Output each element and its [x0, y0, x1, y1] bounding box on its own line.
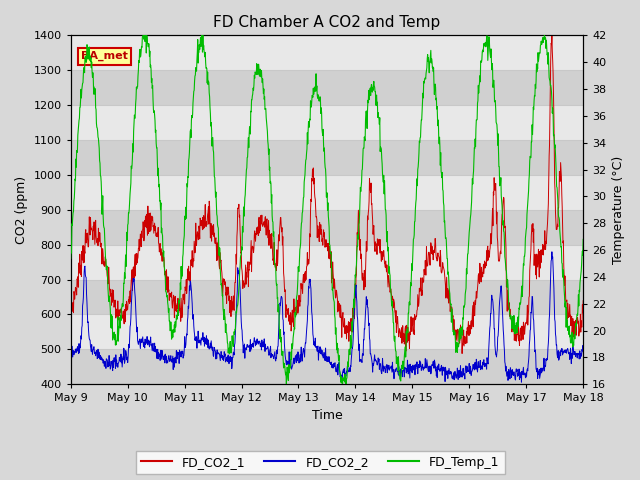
- Bar: [70, 140, 583, 175]
- Bar: [70, 70, 583, 105]
- Bar: [70, 210, 583, 245]
- X-axis label: Time: Time: [312, 409, 342, 422]
- Bar: [70, 279, 583, 314]
- Text: BA_met: BA_met: [81, 51, 128, 61]
- Legend: FD_CO2_1, FD_CO2_2, FD_Temp_1: FD_CO2_1, FD_CO2_2, FD_Temp_1: [136, 451, 504, 474]
- Y-axis label: Temperature (°C): Temperature (°C): [612, 156, 625, 264]
- Title: FD Chamber A CO2 and Temp: FD Chamber A CO2 and Temp: [213, 15, 440, 30]
- Y-axis label: CO2 (ppm): CO2 (ppm): [15, 176, 28, 244]
- Bar: [70, 349, 583, 384]
